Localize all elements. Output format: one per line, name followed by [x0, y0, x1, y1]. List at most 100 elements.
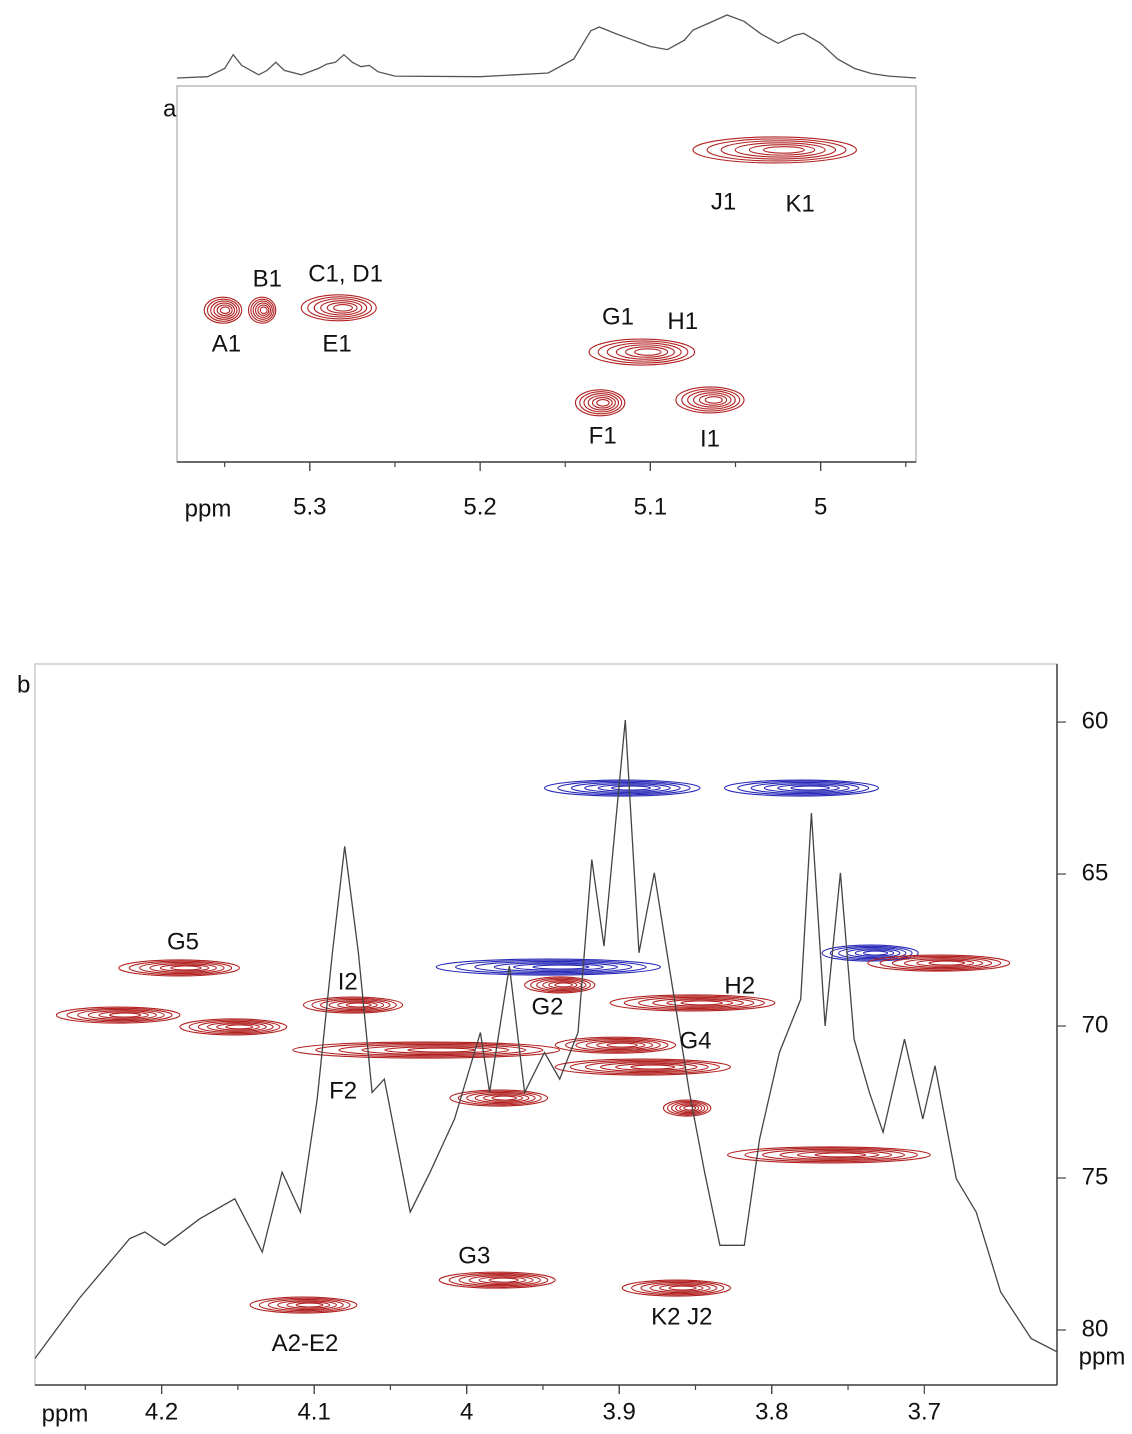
contour — [474, 960, 633, 974]
contour — [640, 1281, 718, 1295]
peak-label: A2-E2 — [272, 1330, 339, 1357]
contour — [615, 344, 675, 360]
contour — [210, 300, 238, 320]
contour — [179, 1018, 288, 1036]
contour — [916, 959, 975, 967]
contour — [259, 306, 268, 314]
contour — [790, 785, 830, 791]
contour — [928, 960, 966, 966]
peak-label: G1 — [602, 304, 634, 331]
contour — [216, 1023, 261, 1031]
contour — [557, 780, 691, 796]
contour — [698, 394, 728, 406]
contour — [438, 1271, 556, 1289]
contour — [457, 1090, 542, 1106]
peak-label: G4 — [679, 1027, 711, 1054]
contour — [554, 1058, 732, 1076]
contour — [548, 981, 578, 989]
contour — [295, 1302, 324, 1308]
contour — [597, 340, 689, 364]
y-tick-label: 75 — [1082, 1163, 1109, 1190]
contour — [596, 398, 610, 407]
contour — [170, 965, 202, 971]
contour — [554, 1036, 677, 1054]
contour — [891, 956, 993, 970]
contour — [66, 1007, 173, 1023]
contour — [554, 982, 573, 988]
contour — [737, 780, 870, 796]
x-tick-label: 4.2 — [145, 1398, 178, 1425]
peak-label: J1 — [711, 188, 736, 215]
peak-label: F2 — [329, 1077, 357, 1104]
contour — [564, 1037, 669, 1053]
panel-label: a — [163, 95, 177, 122]
contour — [584, 1060, 709, 1074]
contour — [706, 138, 847, 162]
contour — [307, 296, 372, 320]
contour — [675, 386, 745, 414]
x-tick-label: 5.1 — [634, 493, 667, 520]
contour — [384, 1046, 493, 1054]
contour — [407, 1047, 476, 1053]
y-axis-label: ppm — [1079, 1343, 1126, 1370]
contour — [649, 1283, 711, 1293]
peak-label: K1 — [786, 190, 815, 217]
contour — [623, 995, 765, 1011]
contour — [687, 390, 736, 410]
contour — [338, 1043, 527, 1057]
contour — [591, 397, 613, 409]
contour — [579, 391, 623, 415]
contour — [493, 962, 619, 973]
x-tick-label: 3.7 — [908, 1398, 941, 1425]
contour — [631, 1280, 725, 1296]
contour — [448, 1272, 549, 1288]
contour — [345, 1002, 372, 1008]
contour — [588, 338, 696, 366]
contour — [814, 1152, 867, 1158]
contour — [854, 949, 895, 957]
contour — [300, 294, 377, 322]
contour — [524, 976, 596, 994]
contour — [109, 1012, 142, 1018]
contour — [203, 296, 243, 324]
contour — [225, 1024, 254, 1030]
contour — [723, 779, 880, 797]
contour — [258, 1297, 351, 1313]
x-tick-label: 4 — [460, 1398, 473, 1425]
contour — [313, 298, 368, 318]
contour — [637, 996, 755, 1010]
contour — [491, 1095, 517, 1101]
contour — [584, 783, 671, 793]
contour — [683, 1105, 697, 1111]
contour — [606, 1042, 638, 1048]
contour — [206, 1021, 267, 1032]
contour — [213, 302, 236, 318]
peak-label: F1 — [589, 422, 617, 449]
contour — [328, 1000, 385, 1010]
contour — [659, 1284, 704, 1292]
contour — [536, 978, 587, 992]
contour — [149, 963, 217, 973]
contour — [796, 1151, 880, 1159]
panel-label: b — [17, 671, 30, 698]
contour — [570, 781, 681, 795]
x-tick-label: 3.9 — [603, 1398, 636, 1425]
plot-frame — [34, 663, 1058, 1386]
contour — [320, 300, 363, 316]
contour — [216, 304, 233, 316]
contour — [320, 998, 391, 1012]
contour — [267, 1298, 344, 1312]
contour — [252, 300, 273, 320]
contour — [128, 960, 233, 976]
contour — [611, 785, 652, 791]
contour — [98, 1011, 149, 1019]
contour — [478, 1276, 527, 1284]
contour — [606, 342, 682, 362]
peak-label: A1 — [212, 330, 241, 357]
y-tick-label: 70 — [1082, 1011, 1109, 1038]
contour — [692, 136, 857, 164]
contour — [692, 392, 732, 408]
contour — [675, 1103, 703, 1114]
projection-trace — [176, 14, 917, 79]
contour — [762, 146, 805, 154]
